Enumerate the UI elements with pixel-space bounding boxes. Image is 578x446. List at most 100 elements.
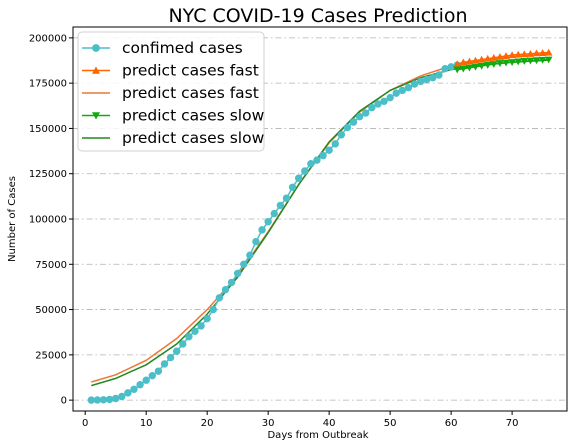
data-point	[374, 100, 382, 108]
y-axis-label: Number of Cases	[7, 176, 18, 262]
data-point	[398, 86, 407, 95]
data-point	[441, 64, 449, 73]
data-point	[313, 156, 321, 164]
data-point	[544, 56, 553, 64]
data-point	[136, 381, 144, 389]
x-tick-label: 60	[445, 418, 458, 429]
y-tick-label: 200000	[29, 33, 67, 44]
data-point	[325, 146, 333, 154]
y-axis: 0 25000 50000 75000 100000 125000 150000 175000…	[29, 33, 73, 407]
data-point	[526, 50, 535, 57]
data-point	[99, 396, 108, 404]
legend-marker	[92, 44, 100, 52]
x-tick-label: 50	[384, 418, 397, 429]
x-tick-label: 0	[82, 418, 88, 429]
legend: confimed cases predict cases fast predict …	[77, 31, 265, 152]
series-1	[453, 48, 553, 68]
y-tick-label: 100000	[29, 215, 67, 226]
data-point	[544, 48, 553, 56]
data-point	[514, 58, 523, 66]
y-tick-label: 125000	[29, 169, 67, 180]
plot-area	[87, 48, 553, 404]
data-point	[349, 118, 358, 126]
data-point	[465, 57, 474, 65]
data-point	[270, 209, 278, 218]
data-point	[508, 59, 516, 66]
y-tick-label: 75000	[35, 260, 67, 271]
legend-label: predict cases slow	[122, 129, 265, 147]
data-point	[410, 80, 419, 88]
legend-label: predict cases slow	[122, 107, 265, 125]
data-point	[471, 56, 480, 64]
data-point	[307, 160, 315, 168]
legend-label: predict cases fast	[122, 84, 259, 102]
data-point	[416, 77, 425, 86]
data-point	[520, 58, 529, 65]
x-tick-label: 20	[201, 418, 214, 429]
data-point	[508, 51, 516, 59]
data-point	[227, 278, 236, 287]
data-point	[148, 371, 156, 380]
data-point	[465, 64, 474, 72]
data-point	[221, 285, 230, 294]
data-point	[197, 322, 205, 330]
data-point	[240, 260, 248, 268]
data-point	[429, 74, 437, 82]
data-point	[301, 167, 309, 175]
data-point	[477, 62, 486, 70]
series-line	[457, 58, 549, 71]
data-point	[368, 103, 376, 112]
data-point	[282, 194, 291, 202]
legend-item: predict cases slow	[82, 107, 265, 125]
data-point	[459, 58, 468, 66]
data-point	[191, 327, 199, 336]
data-point	[185, 333, 193, 341]
data-point	[172, 347, 181, 355]
x-axis: 0 10 20 30 40 50 60 70	[82, 411, 518, 429]
data-point	[130, 385, 138, 393]
y-tick-label: 0	[61, 396, 67, 407]
data-point	[337, 131, 346, 139]
data-point	[319, 151, 327, 160]
data-point	[246, 251, 254, 259]
data-point	[331, 140, 339, 148]
data-point	[93, 396, 102, 404]
data-point	[233, 269, 242, 278]
data-point	[111, 394, 120, 403]
data-point	[526, 57, 535, 65]
data-point	[179, 340, 187, 348]
legend-item: confimed cases	[82, 39, 243, 57]
data-point	[203, 314, 211, 323]
x-tick-label: 40	[323, 418, 336, 429]
data-point	[264, 218, 272, 226]
data-point	[459, 65, 468, 73]
data-point	[252, 237, 260, 246]
data-point	[483, 61, 492, 69]
data-point	[483, 54, 492, 62]
data-point	[502, 52, 510, 60]
legend-marker	[92, 112, 100, 120]
data-point	[209, 305, 217, 314]
data-point	[404, 83, 413, 92]
data-point	[276, 201, 285, 210]
data-point	[532, 57, 541, 65]
data-point	[423, 75, 431, 84]
data-point	[380, 97, 388, 105]
data-point	[514, 50, 523, 58]
legend-item: predict cases fast	[82, 84, 259, 102]
data-point	[355, 112, 364, 121]
data-point	[124, 389, 132, 397]
x-tick-label: 70	[506, 418, 519, 429]
data-point	[490, 53, 498, 61]
series-line	[456, 51, 549, 65]
data-point	[160, 360, 169, 368]
x-axis-label: Days from Outbreak	[267, 430, 368, 441]
data-point	[392, 89, 400, 97]
data-point	[118, 392, 126, 401]
data-point	[362, 109, 370, 117]
legend-item: predict cases fast	[82, 62, 259, 80]
data-point	[288, 183, 297, 192]
data-point	[142, 376, 150, 384]
data-point	[496, 60, 504, 68]
data-point	[538, 49, 547, 56]
